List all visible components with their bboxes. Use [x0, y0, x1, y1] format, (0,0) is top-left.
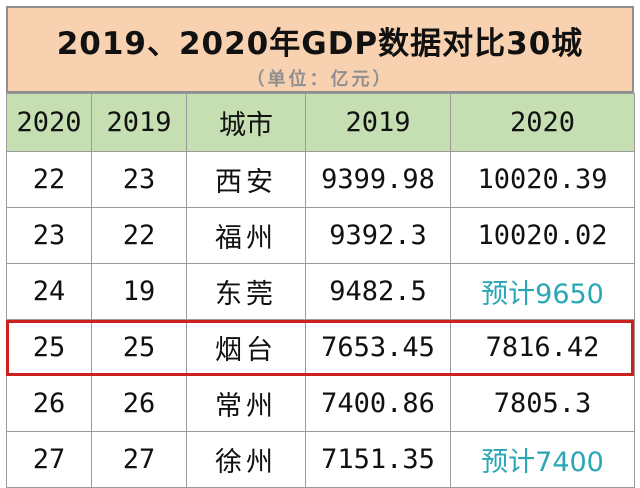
table-row: 27 27 徐州 7151.35 预计7400 — [6, 431, 635, 488]
table-row: 26 26 常州 7400.86 7805.3 — [6, 375, 635, 432]
header-gdp-2019: 2019 — [305, 93, 451, 152]
city-cell: 福州 — [186, 207, 306, 264]
city-cell: 徐州 — [186, 431, 306, 488]
gdp-table: 2020 2019 城市 2019 2020 22 23 西安 9399.98 1002… — [6, 93, 635, 488]
unit-note: （单位：亿元） — [246, 69, 394, 90]
gdp-2020-cell: 预计9650 — [450, 263, 635, 320]
title-block: 2019、2020年GDP数据对比30城 （单位：亿元） — [6, 6, 634, 93]
gdp-2020-cell: 10020.39 — [450, 151, 635, 208]
rank-2020-cell: 22 — [6, 151, 92, 208]
city-cell: 烟台 — [186, 319, 306, 376]
gdp-2020-cell: 7816.42 — [450, 319, 635, 376]
rank-2019-cell: 25 — [91, 319, 187, 376]
rank-2020-cell: 27 — [6, 431, 92, 488]
rank-2020-cell: 24 — [6, 263, 92, 320]
header-gdp-2020: 2020 — [450, 93, 635, 152]
city-cell: 东莞 — [186, 263, 306, 320]
table-body: 22 23 西安 9399.98 10020.39 23 22 福州 9392.3 10020.0… — [6, 151, 635, 488]
gdp-2019-cell: 9399.98 — [305, 151, 451, 208]
rank-2020-cell: 26 — [6, 375, 92, 432]
gdp-2020-cell: 预计7400 — [450, 431, 635, 488]
city-cell: 常州 — [186, 375, 306, 432]
gdp-2019-cell: 7151.35 — [305, 431, 451, 488]
rank-2019-cell: 23 — [91, 151, 187, 208]
gdp-2019-cell: 9392.3 — [305, 207, 451, 264]
table-row: 22 23 西安 9399.98 10020.39 — [6, 151, 635, 208]
table-row: 23 22 福州 9392.3 10020.02 — [6, 207, 635, 264]
header-rank-2020: 2020 — [6, 93, 92, 152]
gdp-2020-cell: 10020.02 — [450, 207, 635, 264]
rank-2019-cell: 22 — [91, 207, 187, 264]
gdp-2020-cell: 7805.3 — [450, 375, 635, 432]
gdp-2019-cell: 7400.86 — [305, 375, 451, 432]
rank-2019-cell: 26 — [91, 375, 187, 432]
header-rank-2019: 2019 — [91, 93, 187, 152]
rank-2019-cell: 19 — [91, 263, 187, 320]
rank-2019-cell: 27 — [91, 431, 187, 488]
header-row: 2020 2019 城市 2019 2020 — [6, 93, 635, 152]
table-row: 24 19 东莞 9482.5 预计9650 — [6, 263, 635, 320]
city-cell: 西安 — [186, 151, 306, 208]
gdp-2019-cell: 9482.5 — [305, 263, 451, 320]
rank-2020-cell: 25 — [6, 319, 92, 376]
gdp-2019-cell: 7653.45 — [305, 319, 451, 376]
header-city: 城市 — [186, 93, 306, 152]
table-title: 2019、2020年GDP数据对比30城 — [56, 26, 584, 62]
table-row: 25 25 烟台 7653.45 7816.42 — [6, 319, 635, 376]
rank-2020-cell: 23 — [6, 207, 92, 264]
